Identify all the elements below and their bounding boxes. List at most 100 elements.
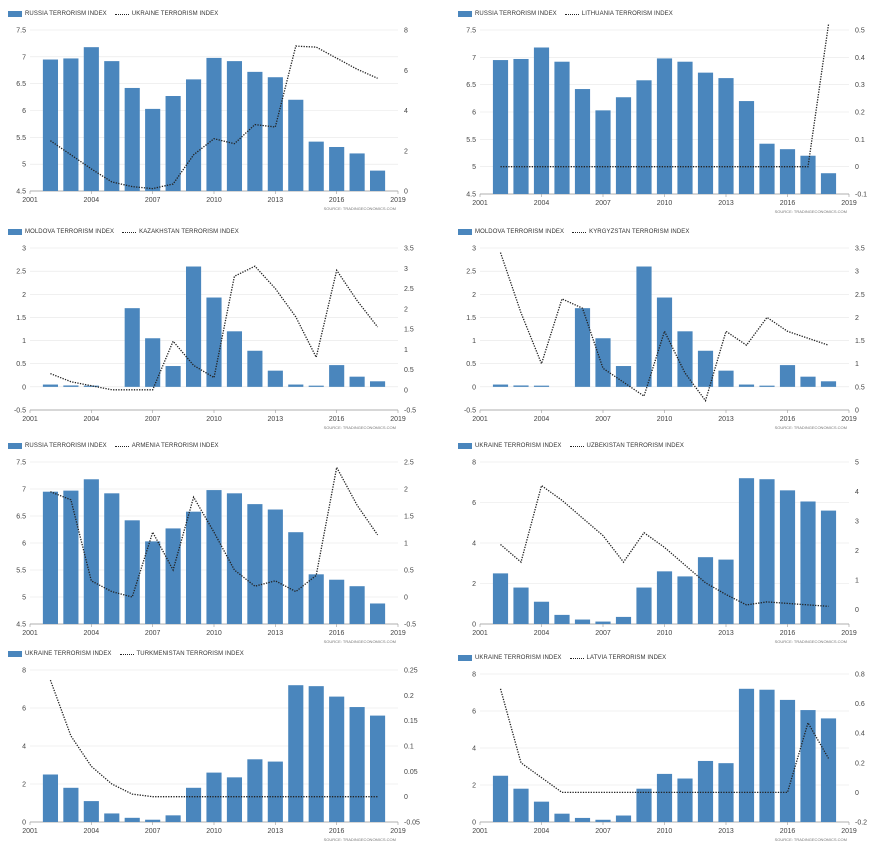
bar <box>145 819 161 822</box>
y-left-tick-label: 6 <box>22 541 26 548</box>
y-left-tick-label: -0.5 <box>14 408 26 415</box>
bar <box>145 338 161 387</box>
legend-line-swatch <box>119 653 134 655</box>
bar <box>636 80 652 194</box>
y-right-tick-label: 3.5 <box>404 246 414 253</box>
bar <box>308 385 324 387</box>
y-left-tick-label: 3 <box>22 246 26 253</box>
legend-line-label: KAZAKHSTAN TERRORISM INDEX <box>139 229 239 235</box>
bar <box>165 366 181 387</box>
x-tick-label: 2007 <box>145 197 161 204</box>
legend-bar-label: UKRAINE TERRORISM INDEX <box>25 651 112 657</box>
chart-panel: MOLDOVA TERRORISM INDEX KYRGYZSTAN TERROR… <box>450 226 881 432</box>
y-left-tick-label: 2 <box>472 292 476 299</box>
y-left-tick-label: 4.5 <box>16 622 26 629</box>
bar <box>697 72 714 194</box>
bar <box>165 528 181 624</box>
chart-svg: -0.5 0 0.5 1 1.5 2 2.5 3 0 0.5 1 1.5 2 2.5 3 3.5 2001 200… <box>464 246 865 431</box>
y-left-tick-label: 1 <box>22 338 26 345</box>
bar <box>288 99 304 191</box>
x-tick-label: 2016 <box>780 630 796 637</box>
chart-legend: RUSSIA TERRORISM INDEX UKRAINE TERRORISM … <box>8 8 218 20</box>
bar <box>329 146 345 191</box>
x-tick-label: 2007 <box>145 630 161 637</box>
bar <box>42 59 59 192</box>
legend-line-swatch <box>569 445 584 447</box>
bar <box>779 365 796 387</box>
bar <box>738 688 755 822</box>
y-right-tick-label: 0.6 <box>855 701 865 708</box>
x-tick-label: 2016 <box>780 200 796 207</box>
bar <box>308 574 324 624</box>
x-tick-label: 2007 <box>595 828 611 835</box>
legend-line-label: TURKMENISTAN TERRORISM INDEX <box>136 651 244 657</box>
y-left-tick-label: 5.5 <box>466 137 476 144</box>
bar <box>492 573 509 624</box>
y-right-tick-label: 0 <box>404 387 408 394</box>
bar <box>226 61 243 192</box>
x-tick-label: 2001 <box>472 200 488 207</box>
legend-bar-label: MOLDOVA TERRORISM INDEX <box>475 229 565 235</box>
y-right-tick-label: 0 <box>404 794 408 801</box>
bar <box>595 819 611 822</box>
bar <box>615 366 632 387</box>
y-left-tick-label: 5.5 <box>16 568 26 575</box>
legend-bar-swatch <box>8 443 22 449</box>
bar <box>124 520 140 624</box>
bar <box>677 576 693 624</box>
x-tick-label: 2013 <box>268 197 284 204</box>
x-tick-label: 2016 <box>780 416 796 423</box>
y-left-tick-label: 7.5 <box>16 460 26 467</box>
legend-bar-label: MOLDOVA TERRORISM INDEX <box>25 229 115 235</box>
y-left-tick-label: 0 <box>472 622 476 629</box>
legend-bar-label: RUSSIA TERRORISM INDEX <box>475 11 557 17</box>
x-tick-label: 2004 <box>84 630 100 637</box>
chart-panel: UKRAINE TERRORISM INDEX LATVIA TERRORISM … <box>450 652 881 844</box>
line-series <box>499 252 829 403</box>
source-note: SOURCE: TRADINGECONOMICS.COM <box>324 425 396 430</box>
chart-panel: UKRAINE TERRORISM INDEX TURKMENISTAN TERR… <box>0 648 430 844</box>
bar <box>226 493 243 624</box>
y-right-tick-label: 0.2 <box>404 693 414 700</box>
bar <box>83 801 99 822</box>
x-tick-label: 2010 <box>657 200 673 207</box>
x-tick-label: 2010 <box>657 630 673 637</box>
bar <box>492 60 509 194</box>
line-series <box>500 24 830 168</box>
bar <box>83 47 99 191</box>
legend-line-label: KYRGYZSTAN TERRORISM INDEX <box>589 229 690 235</box>
bar <box>574 619 591 624</box>
source-note: SOURCE: TRADINGECONOMICS.COM <box>324 639 396 644</box>
y-left-tick-label: 6 <box>472 500 476 507</box>
x-tick-label: 2001 <box>22 416 38 423</box>
y-left-tick-label: 0 <box>472 820 476 827</box>
bar <box>615 815 632 822</box>
bar <box>677 61 693 194</box>
y-right-tick-label: 1 <box>855 577 859 584</box>
x-tick-label: 2004 <box>84 416 100 423</box>
y-right-tick-label: 0.25 <box>404 668 418 675</box>
y-right-tick-label: 2.5 <box>404 460 414 467</box>
bar <box>820 381 837 387</box>
y-right-tick-label: -0.5 <box>404 622 416 629</box>
bar <box>42 491 59 624</box>
line-series <box>50 265 379 391</box>
bar <box>369 170 386 191</box>
x-tick-label: 2004 <box>534 630 550 637</box>
y-right-tick-label: 0 <box>855 607 859 614</box>
bar <box>513 385 529 387</box>
y-left-tick-label: 2 <box>22 292 26 299</box>
bar <box>369 381 386 387</box>
x-tick-label: 2019 <box>841 828 857 835</box>
bar <box>165 96 181 191</box>
y-right-tick-label: 0.5 <box>404 568 414 575</box>
bar <box>533 47 550 194</box>
bar <box>697 350 714 387</box>
bar <box>533 801 550 822</box>
legend-line-swatch <box>114 445 129 447</box>
x-tick-label: 2001 <box>472 416 488 423</box>
x-tick-label: 2010 <box>657 416 673 423</box>
y-right-tick-label: 3 <box>855 518 859 525</box>
source-note: SOURCE: TRADINGECONOMICS.COM <box>324 837 396 842</box>
y-left-tick-label: 8 <box>472 672 476 679</box>
